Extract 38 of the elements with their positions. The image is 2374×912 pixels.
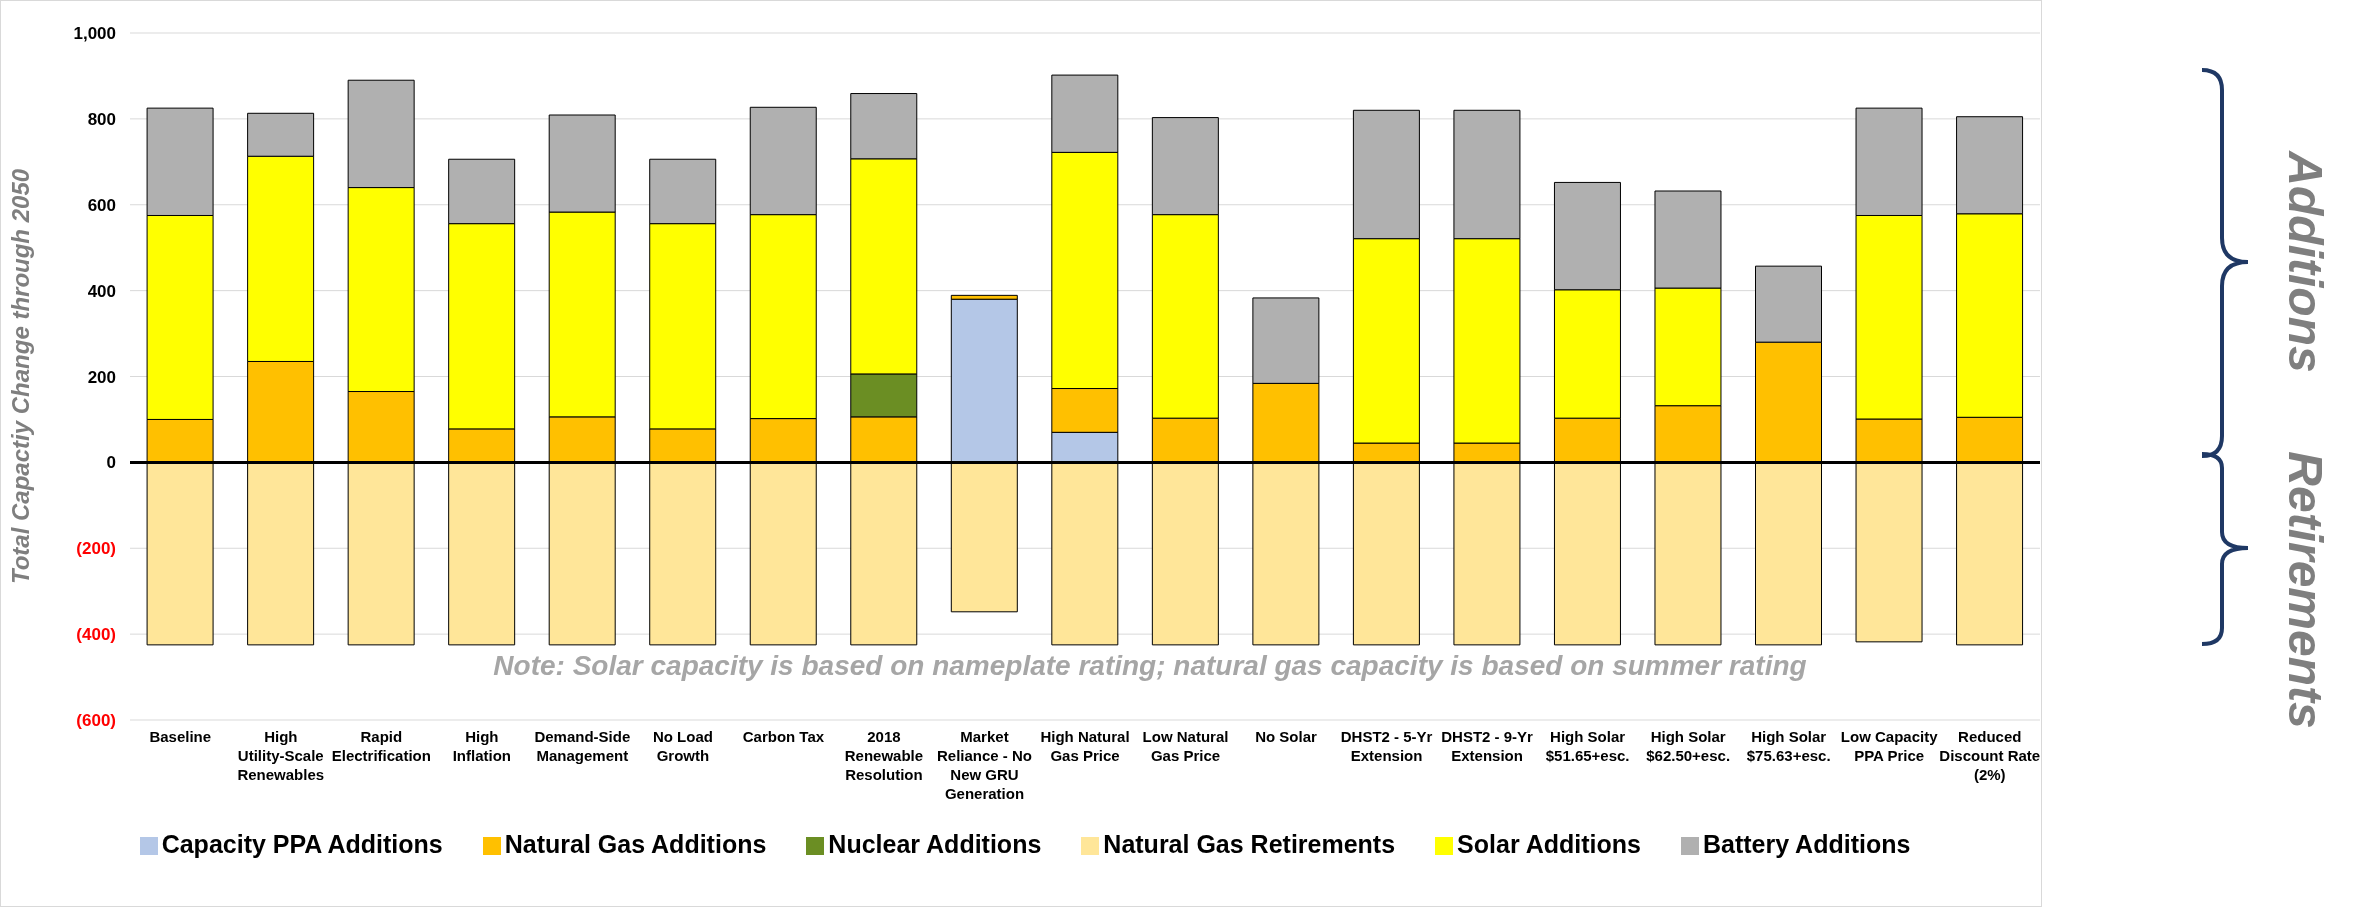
x-tick-label: No Load Growth	[652, 728, 713, 764]
x-tick-label: Carbon Tax	[742, 728, 825, 745]
y-tick-label: 800	[87, 109, 116, 129]
x-tick-label: DHST2 - 5-Yr Extension	[1340, 728, 1433, 764]
x-tick-label: 2018 Renewable Resolution	[844, 728, 924, 783]
text: Additions	[2277, 151, 2333, 373]
legend-label: Battery Additions	[1702, 830, 1911, 858]
y-tick-label: 600	[87, 195, 116, 215]
x-tick-label: Reduced Discount Rate (2%)	[1939, 728, 2041, 783]
x-tick-label: High Natural Gas Price	[1040, 728, 1130, 764]
x-tick-label: High Solar $51.65+esc.	[1545, 728, 1630, 764]
x-tick-label: Rapid Electrification	[331, 728, 431, 764]
y-tick-label: 0	[106, 453, 116, 473]
annotation: Note: Solar capacity is based on nameplate rating; natural gas capacity is based on summer rating	[492, 650, 1808, 682]
text: Retirements	[2277, 451, 2333, 729]
y-tick-label: (200)	[76, 539, 116, 559]
x-tick-label: High Solar $75.63+esc.	[1746, 728, 1831, 764]
legend-label: Nuclear Additions	[828, 830, 1042, 858]
y-tick-label: (400)	[76, 625, 116, 645]
x-tick-label: DHST2 - 9-Yr Extension	[1441, 728, 1534, 764]
x-tick-label: Baseline	[149, 728, 212, 745]
x-tick-label: High Utility-Scale Renewables	[237, 728, 325, 783]
legend-label: Capacity PPA Additions	[161, 830, 443, 858]
x-tick-label: No Solar	[1255, 728, 1318, 745]
y-tick-label: 1,000	[73, 24, 116, 43]
x-tick-label: Low Capacity PPA Price	[1840, 728, 1939, 764]
x-tick-label: Market Reliance - No New GRU Generation	[936, 728, 1032, 802]
x-tick-label: Demand-Side Management	[534, 728, 631, 764]
legend-label: Solar Additions	[1457, 830, 1641, 858]
y-axis-title: Total Capactiy Change through 2050	[6, 168, 34, 585]
y-tick-label: 400	[87, 281, 116, 301]
x-tick-label: Low Natural Gas Price	[1142, 728, 1229, 764]
y-tick-label: 200	[87, 367, 116, 387]
x-tick-label: High Inflation	[452, 728, 512, 764]
y-tick-label: (600)	[76, 711, 116, 730]
legend-label: Natural Gas Retirements	[1103, 830, 1396, 858]
legend-label: Natural Gas Additions	[504, 830, 767, 858]
x-tick-label: High Solar $62.50+esc.	[1646, 728, 1731, 764]
